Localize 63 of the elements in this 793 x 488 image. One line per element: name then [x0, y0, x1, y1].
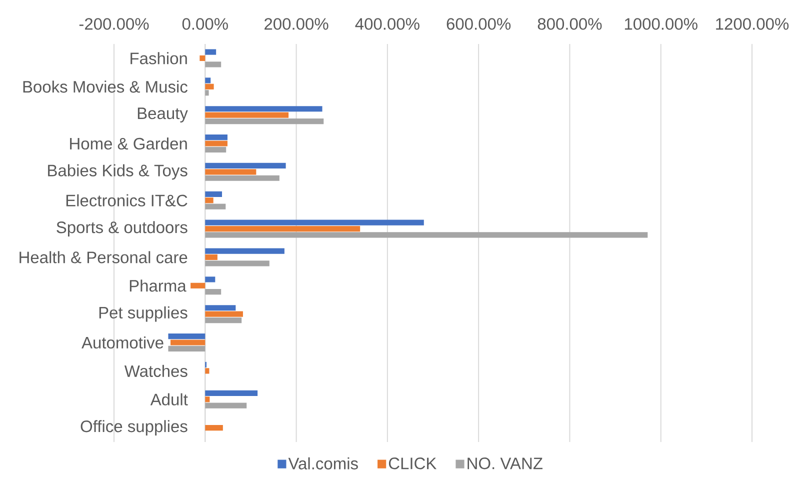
x-tick-label: -200.00% — [79, 18, 149, 30]
bar — [205, 276, 216, 282]
y-tick-label: Sports & outdoors — [56, 221, 188, 236]
bar — [205, 175, 280, 181]
bar — [168, 346, 206, 352]
bar — [205, 254, 218, 260]
bar — [205, 112, 289, 118]
y-tick-label: Office supplies — [80, 420, 188, 436]
bar — [205, 169, 256, 175]
bar — [205, 424, 223, 431]
bar — [205, 140, 228, 146]
bar — [205, 118, 324, 124]
x-tick-label: 800.00% — [538, 18, 602, 30]
y-tick-label: Babies Kids & Toys — [48, 164, 188, 180]
y-tick-label: Health & Personal care — [20, 251, 188, 264]
y-tick-label: Electronics IT&C — [66, 194, 188, 206]
bar — [205, 226, 360, 232]
bar — [205, 260, 270, 266]
bar — [205, 162, 286, 169]
y-tick-label: Beauty — [138, 108, 188, 122]
bar — [170, 340, 206, 346]
bar — [205, 49, 216, 55]
bar — [190, 282, 206, 288]
bar — [205, 368, 210, 374]
bar — [205, 402, 247, 408]
x-tick-label: 400.00% — [355, 18, 420, 30]
y-tick-label: Pharma — [130, 280, 186, 292]
bar — [205, 84, 214, 90]
x-tick-label: 0.00% — [182, 18, 228, 30]
bar — [205, 204, 226, 210]
y-tick-label: Adult — [150, 393, 188, 406]
bar — [205, 305, 236, 311]
bar — [205, 106, 322, 112]
y-tick-label: Fashion — [130, 52, 187, 64]
bar — [205, 78, 211, 84]
bar — [205, 62, 222, 68]
y-tick-label: Pet supplies — [99, 306, 188, 322]
bar — [205, 232, 648, 238]
y-tick-label: Automotive — [82, 336, 164, 349]
bar — [205, 134, 228, 140]
x-tick-label: 1000.00% — [624, 18, 698, 30]
bar — [205, 317, 242, 324]
x-tick-label: 1200.00% — [716, 18, 789, 30]
bar — [168, 333, 206, 340]
y-tick-label: Home & Garden — [70, 137, 187, 150]
bar — [200, 55, 206, 62]
bar — [205, 198, 214, 204]
bar — [205, 191, 222, 197]
legend-label: NO. VANZ — [468, 458, 542, 470]
bar — [205, 146, 226, 152]
y-tick-label: Books Movies & Music — [23, 80, 188, 93]
legend-label: Val.comis — [288, 457, 358, 470]
x-tick-label: 200.00% — [264, 18, 328, 30]
bar — [205, 289, 222, 295]
bar — [205, 248, 284, 254]
x-tick-label: 600.00% — [446, 18, 511, 30]
bar — [205, 311, 243, 317]
bar — [205, 90, 209, 96]
y-tick-label: Watches — [124, 364, 188, 377]
bar — [205, 220, 424, 226]
bar — [205, 390, 258, 396]
legend-label: CLICK — [388, 458, 437, 470]
bar — [205, 396, 210, 402]
